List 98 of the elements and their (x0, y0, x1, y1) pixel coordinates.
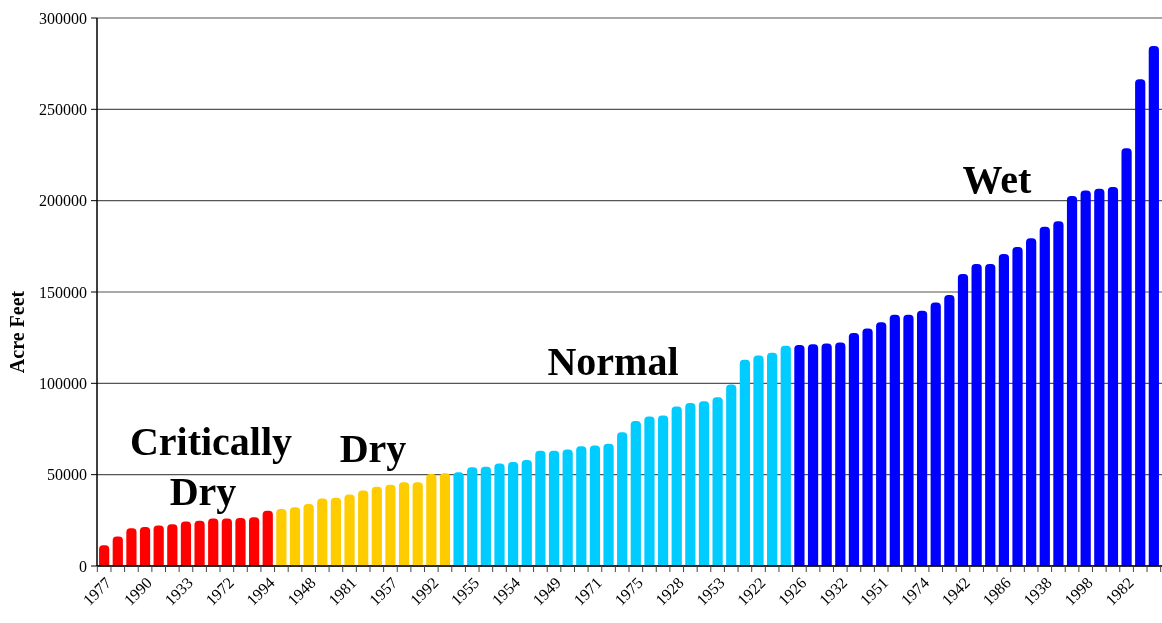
bar (835, 342, 846, 566)
bar (358, 490, 369, 566)
bar (644, 416, 655, 566)
bar (712, 397, 723, 566)
bar (753, 355, 764, 566)
bar (235, 517, 246, 566)
bar (1066, 196, 1078, 566)
bar (603, 443, 614, 566)
bar (548, 450, 560, 566)
bar (262, 510, 273, 566)
bar (153, 525, 164, 566)
bar (671, 406, 682, 566)
bar (1012, 246, 1023, 566)
x-tick-label: 1981 (324, 574, 360, 609)
bar (630, 420, 641, 566)
bar (276, 509, 287, 566)
bar (330, 497, 342, 566)
x-tick-label: 1928 (652, 574, 687, 609)
bar (576, 446, 587, 566)
x-tick-label: 1938 (1020, 574, 1055, 609)
bar (1107, 186, 1119, 566)
bar (876, 322, 887, 566)
bar (589, 445, 601, 566)
bar (494, 463, 505, 566)
bar (126, 528, 137, 566)
x-tick-label: 1953 (693, 574, 728, 609)
bar (1080, 190, 1091, 566)
bar (194, 520, 205, 566)
bar (1094, 188, 1105, 566)
bar (480, 466, 491, 566)
bar (617, 432, 628, 566)
bar (726, 384, 737, 566)
bar (562, 449, 573, 566)
y-axis-title: Acre Feet (6, 290, 28, 374)
bar (1039, 226, 1050, 566)
y-tick-label: 50000 (47, 466, 87, 484)
bar (426, 473, 437, 566)
bar (821, 343, 832, 566)
bar (1053, 221, 1064, 566)
bar (303, 504, 314, 566)
bar (521, 460, 532, 566)
bar (208, 518, 219, 566)
bar (848, 332, 860, 566)
bar (99, 545, 110, 566)
bar (112, 536, 123, 566)
x-tick-label: 1994 (243, 574, 278, 609)
bar (971, 264, 982, 566)
y-tick-label: 150000 (39, 283, 87, 301)
annotation: Critically Dry (129, 419, 293, 514)
y-tick-label: 100000 (39, 374, 87, 392)
x-tick-label: 1948 (284, 574, 319, 609)
bar (903, 314, 914, 566)
annotation: Dry (339, 426, 407, 471)
bar (739, 359, 750, 566)
bar (535, 450, 546, 566)
bar (453, 472, 464, 566)
bar (767, 352, 778, 566)
bar (289, 507, 301, 566)
bar (180, 521, 192, 566)
x-tick-label: 1998 (1061, 574, 1096, 609)
bar (439, 473, 451, 566)
bar (685, 403, 696, 566)
bar (398, 482, 410, 566)
bar (957, 274, 969, 566)
annotation: Wet (962, 157, 1033, 202)
bar (249, 517, 260, 566)
bar (167, 524, 178, 566)
bar (221, 518, 232, 566)
bar (794, 344, 805, 566)
bar (508, 461, 519, 566)
y-tick-label: 200000 (39, 192, 87, 210)
bar (1148, 45, 1159, 566)
bar (862, 328, 873, 566)
bar (371, 486, 382, 566)
bar (1135, 79, 1146, 566)
bar (780, 345, 791, 566)
bar (916, 310, 928, 566)
bar (698, 401, 710, 566)
y-tick-label: 300000 (39, 9, 87, 27)
annotation: Normal (547, 339, 679, 384)
bar (807, 344, 819, 566)
bar (344, 494, 355, 566)
bar (657, 415, 669, 566)
bar (139, 526, 151, 566)
x-tick-label: 1982 (1102, 574, 1137, 609)
bar (985, 264, 996, 566)
bar (1026, 238, 1037, 566)
bar (998, 254, 1009, 566)
bar (385, 484, 396, 566)
bar (944, 294, 955, 566)
bar (1121, 148, 1132, 566)
bar (467, 467, 478, 566)
y-tick-label: 250000 (39, 100, 87, 118)
bar (412, 482, 423, 566)
bar (889, 314, 900, 566)
y-tick-label: 0 (79, 557, 87, 575)
bar (930, 302, 941, 566)
bar (317, 498, 328, 566)
